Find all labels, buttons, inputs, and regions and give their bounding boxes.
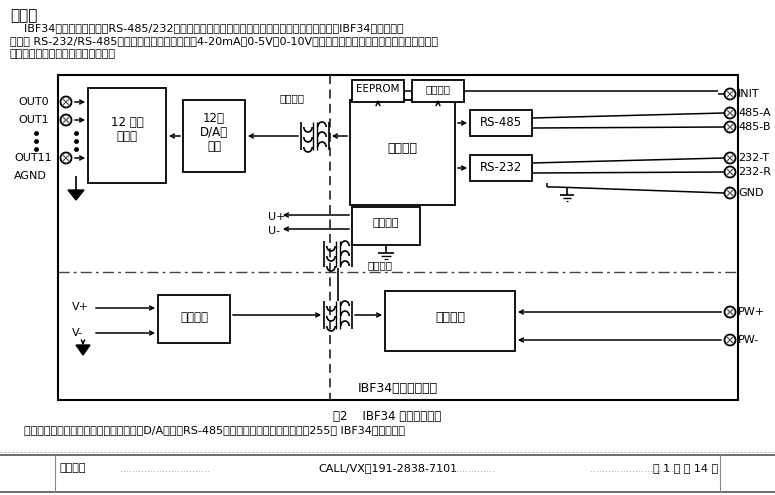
Text: INIT: INIT: [738, 89, 760, 99]
Text: CALL/VX：191-2838-7101: CALL/VX：191-2838-7101: [318, 463, 457, 473]
Bar: [350, 100, 455, 205]
Text: V+: V+: [72, 302, 89, 312]
Bar: [352, 80, 404, 102]
Text: 232-R: 232-R: [738, 167, 771, 177]
Bar: [183, 100, 245, 172]
Text: 隔离电路: 隔离电路: [367, 260, 392, 270]
Text: 微处理器: 微处理器: [388, 142, 418, 155]
Text: 概述：: 概述：: [10, 8, 37, 23]
Text: RS-485: RS-485: [480, 116, 522, 129]
Polygon shape: [68, 190, 84, 200]
Text: 485-A: 485-A: [738, 108, 770, 118]
Text: IBF34模块内部框图: IBF34模块内部框图: [358, 382, 438, 395]
Text: 485-B: 485-B: [738, 122, 770, 132]
Text: 电源电路: 电源电路: [435, 311, 465, 324]
Circle shape: [60, 114, 71, 126]
Text: OUT1: OUT1: [18, 115, 49, 125]
Text: ······························: ······························: [590, 467, 680, 477]
Polygon shape: [76, 345, 90, 355]
Text: 232-T: 232-T: [738, 153, 769, 163]
Circle shape: [725, 166, 735, 178]
Text: AGND: AGND: [14, 171, 46, 181]
Bar: [58, 75, 738, 400]
Circle shape: [725, 152, 735, 163]
Text: U+: U+: [268, 212, 285, 222]
Text: 应用在 RS-232/RS-485总线工业自动化控制系统，4-20mA，0-5V，0-10V等标准信号输出，用来控制工业现场的执行: 应用在 RS-232/RS-485总线工业自动化控制系统，4-20mA，0-5V…: [10, 36, 438, 46]
Circle shape: [60, 152, 71, 163]
Bar: [470, 155, 532, 181]
Bar: [470, 110, 532, 136]
Text: 出电路: 出电路: [116, 130, 137, 143]
Text: RS-232: RS-232: [480, 161, 522, 174]
Text: IBF34系列产品实现主机RS-485/232接口信号隔离转换成标准模拟信号，用以控制远程设备。IBF34系列产品可: IBF34系列产品实现主机RS-485/232接口信号隔离转换成标准模拟信号，用…: [10, 23, 404, 33]
Text: 隔离电路: 隔离电路: [280, 93, 305, 103]
Text: OUT11: OUT11: [14, 153, 52, 163]
Text: V-: V-: [72, 328, 83, 338]
Text: 深圳贝福: 深圳贝福: [60, 463, 87, 473]
Text: D/A转: D/A转: [200, 126, 228, 139]
Bar: [412, 80, 464, 102]
Bar: [385, 291, 515, 351]
Bar: [158, 295, 230, 343]
Circle shape: [725, 107, 735, 118]
Text: 12 路输: 12 路输: [111, 116, 143, 129]
Text: GND: GND: [738, 188, 763, 198]
Circle shape: [725, 335, 735, 346]
Text: 滤波电路: 滤波电路: [180, 311, 208, 324]
Text: 滤波电路: 滤波电路: [373, 218, 399, 228]
Text: 12位: 12位: [203, 112, 225, 125]
Text: 第 1 页 共 14 页: 第 1 页 共 14 页: [653, 463, 718, 473]
Text: PW-: PW-: [738, 335, 760, 345]
Bar: [88, 88, 166, 183]
Circle shape: [60, 97, 71, 107]
Circle shape: [725, 188, 735, 198]
Text: ······························: ······························: [405, 467, 495, 477]
Text: 换器: 换器: [207, 140, 221, 153]
Text: OUT0: OUT0: [18, 97, 49, 107]
Bar: [352, 207, 420, 245]
Text: PW+: PW+: [738, 307, 765, 317]
Text: ······························: ······························: [120, 467, 210, 477]
Circle shape: [725, 306, 735, 317]
Text: 产品包括电源隔离，信号隔离、线性化，D/A转换和RS-485串行通信。每个串口最多可接255只 IBF34系列模块，: 产品包括电源隔离，信号隔离、线性化，D/A转换和RS-485串行通信。每个串口最…: [10, 425, 405, 435]
Text: EEPROM: EEPROM: [356, 84, 400, 94]
Circle shape: [725, 121, 735, 133]
Text: 图2    IBF34 产品原理框图: 图2 IBF34 产品原理框图: [333, 410, 442, 423]
Circle shape: [725, 89, 735, 99]
Text: 复位电路: 复位电路: [425, 84, 450, 94]
Text: U-: U-: [268, 226, 280, 236]
Text: 设备，控制设备以及显示仪表等等。: 设备，控制设备以及显示仪表等等。: [10, 49, 116, 59]
